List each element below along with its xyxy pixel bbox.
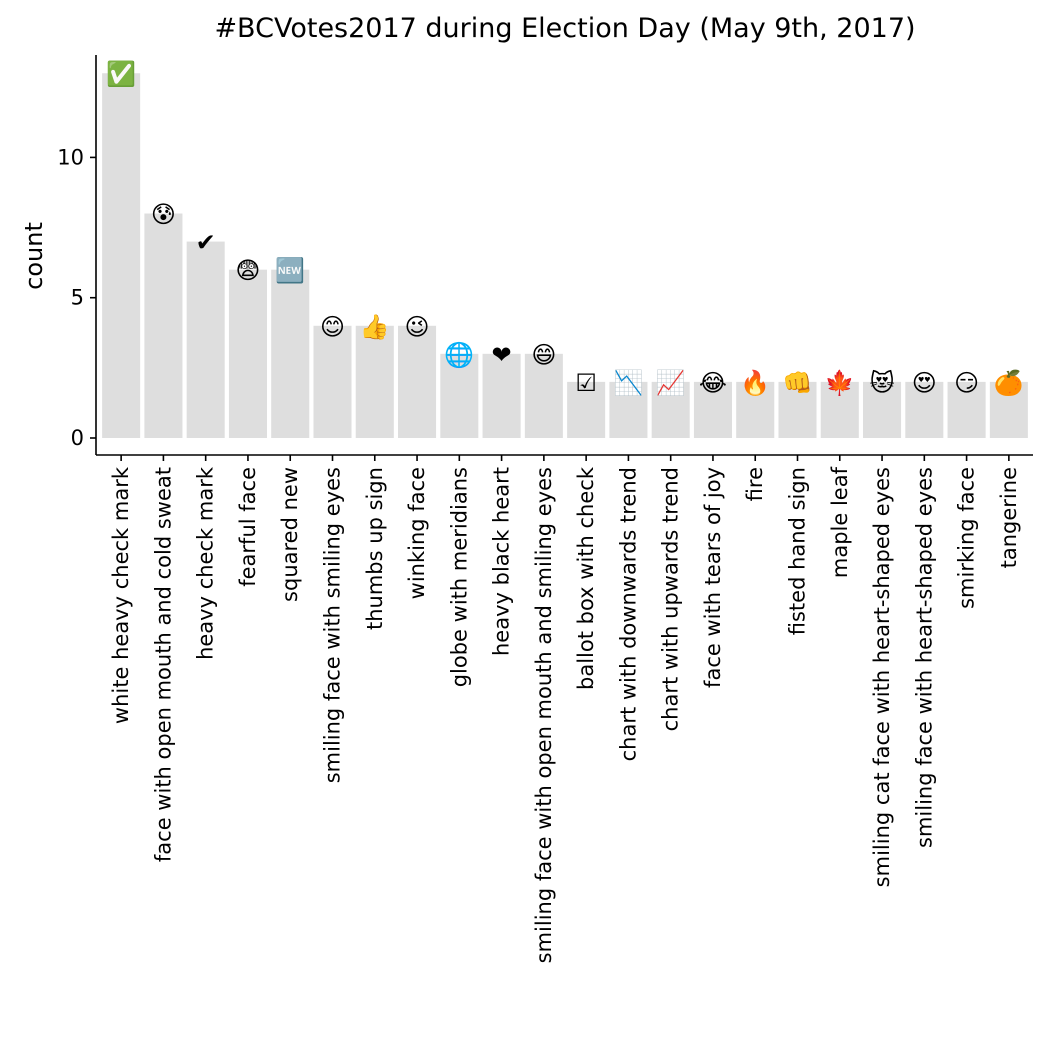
bar-emoji-icon: ✅ bbox=[106, 60, 136, 88]
chart-title: #BCVotes2017 during Election Day (May 9t… bbox=[214, 13, 915, 44]
bar-emoji-icon: 😨 bbox=[235, 257, 260, 285]
x-axis bbox=[96, 454, 1033, 461]
y-axis: 0 5 10 bbox=[57, 55, 97, 455]
x-tick-label: smiling face with open mouth and smiling… bbox=[532, 467, 556, 963]
bar-emoji-icon: 🍁 bbox=[825, 369, 855, 397]
x-tick-label: winking face bbox=[405, 467, 429, 599]
x-tick-label: smiling face with smiling eyes bbox=[321, 467, 345, 783]
x-tick-label: smiling cat face with heart-shaped eyes bbox=[870, 467, 894, 887]
bar bbox=[228, 269, 267, 438]
bar-icons-group: ✅ 😰 ✔ 😨 🆕 😊 👍 😉 🌐 ❤ 😄 ☑ 📉 📈 😂 🔥 👊 🍁 😻 😍 😏 🍊 bbox=[106, 60, 1025, 397]
bars-group bbox=[102, 73, 1028, 439]
bar bbox=[524, 353, 563, 438]
bar-emoji-icon: ❤ bbox=[492, 341, 512, 369]
x-tick-label: white heavy check mark bbox=[109, 466, 133, 724]
bar bbox=[736, 381, 775, 438]
bar-emoji-icon: 😻 bbox=[870, 369, 895, 397]
bar bbox=[440, 353, 479, 438]
bar-emoji-icon: 👊 bbox=[783, 369, 813, 397]
x-tick-label: fisted hand sign bbox=[786, 467, 810, 635]
bar bbox=[693, 381, 732, 438]
bar-emoji-icon: 🌐 bbox=[444, 341, 474, 369]
x-tick-label: smirking face bbox=[955, 467, 979, 609]
bar bbox=[271, 269, 310, 438]
bar bbox=[355, 325, 394, 438]
bar bbox=[567, 381, 606, 438]
bar bbox=[482, 353, 521, 438]
bar bbox=[609, 381, 648, 438]
x-tick-label: globe with meridians bbox=[447, 467, 471, 687]
bar-emoji-icon: 📉 bbox=[613, 369, 643, 397]
bar-emoji-icon: ☑ bbox=[575, 369, 597, 397]
x-tick-label: fearful face bbox=[236, 467, 260, 587]
bar bbox=[313, 325, 352, 438]
bar bbox=[102, 73, 141, 439]
bar bbox=[820, 381, 859, 438]
x-tick-label: heavy black heart bbox=[490, 467, 514, 656]
x-tick-label: maple leaf bbox=[828, 466, 852, 578]
x-tick-label: chart with downwards trend bbox=[616, 467, 640, 761]
bar-emoji-icon: 😉 bbox=[405, 313, 430, 341]
x-tick-labels: white heavy check mark face with open mou… bbox=[109, 466, 1021, 963]
bar-emoji-icon: 👍 bbox=[360, 313, 390, 341]
y-tick-label: 10 bbox=[57, 145, 84, 169]
bar-emoji-icon: ✔ bbox=[196, 229, 216, 257]
bar bbox=[144, 213, 183, 438]
bar bbox=[947, 381, 986, 438]
bar bbox=[905, 381, 944, 438]
bar bbox=[651, 381, 690, 438]
bar-emoji-icon: 😊 bbox=[320, 313, 345, 341]
bar bbox=[989, 381, 1028, 438]
bar-emoji-icon: 😏 bbox=[954, 369, 979, 397]
bar bbox=[398, 325, 437, 438]
bar-emoji-icon: 😄 bbox=[531, 341, 556, 369]
bar bbox=[186, 241, 225, 438]
x-tick-label: heavy check mark bbox=[194, 466, 218, 660]
bar-emoji-icon: 😍 bbox=[912, 369, 937, 397]
x-tick-label: fire bbox=[743, 467, 767, 501]
bar-emoji-icon: 🔥 bbox=[740, 369, 770, 397]
x-tick-label: smiling face with heart-shaped eyes bbox=[912, 467, 936, 848]
x-tick-label: thumbs up sign bbox=[363, 467, 387, 630]
bar-emoji-icon: 📈 bbox=[656, 369, 686, 397]
bar-emoji-icon: 🆕 bbox=[275, 257, 305, 285]
bar-emoji-icon: 🍊 bbox=[994, 369, 1025, 397]
x-tick-label: ballot box with check bbox=[574, 466, 598, 690]
bar-emoji-icon: 😰 bbox=[151, 201, 176, 229]
x-tick-label: face with tears of joy bbox=[701, 467, 725, 688]
x-tick-label: chart with upwards trend bbox=[659, 467, 683, 731]
y-tick-label: 5 bbox=[71, 286, 84, 310]
y-tick-label: 0 bbox=[71, 426, 84, 450]
bar bbox=[778, 381, 817, 438]
y-axis-label: count bbox=[20, 222, 48, 290]
bar-emoji-icon: 😂 bbox=[699, 369, 727, 397]
x-tick-label: squared new bbox=[278, 467, 302, 602]
x-tick-label: face with open mouth and cold sweat bbox=[151, 467, 175, 862]
bar bbox=[863, 381, 902, 438]
x-tick-label: tangerine bbox=[997, 467, 1021, 568]
